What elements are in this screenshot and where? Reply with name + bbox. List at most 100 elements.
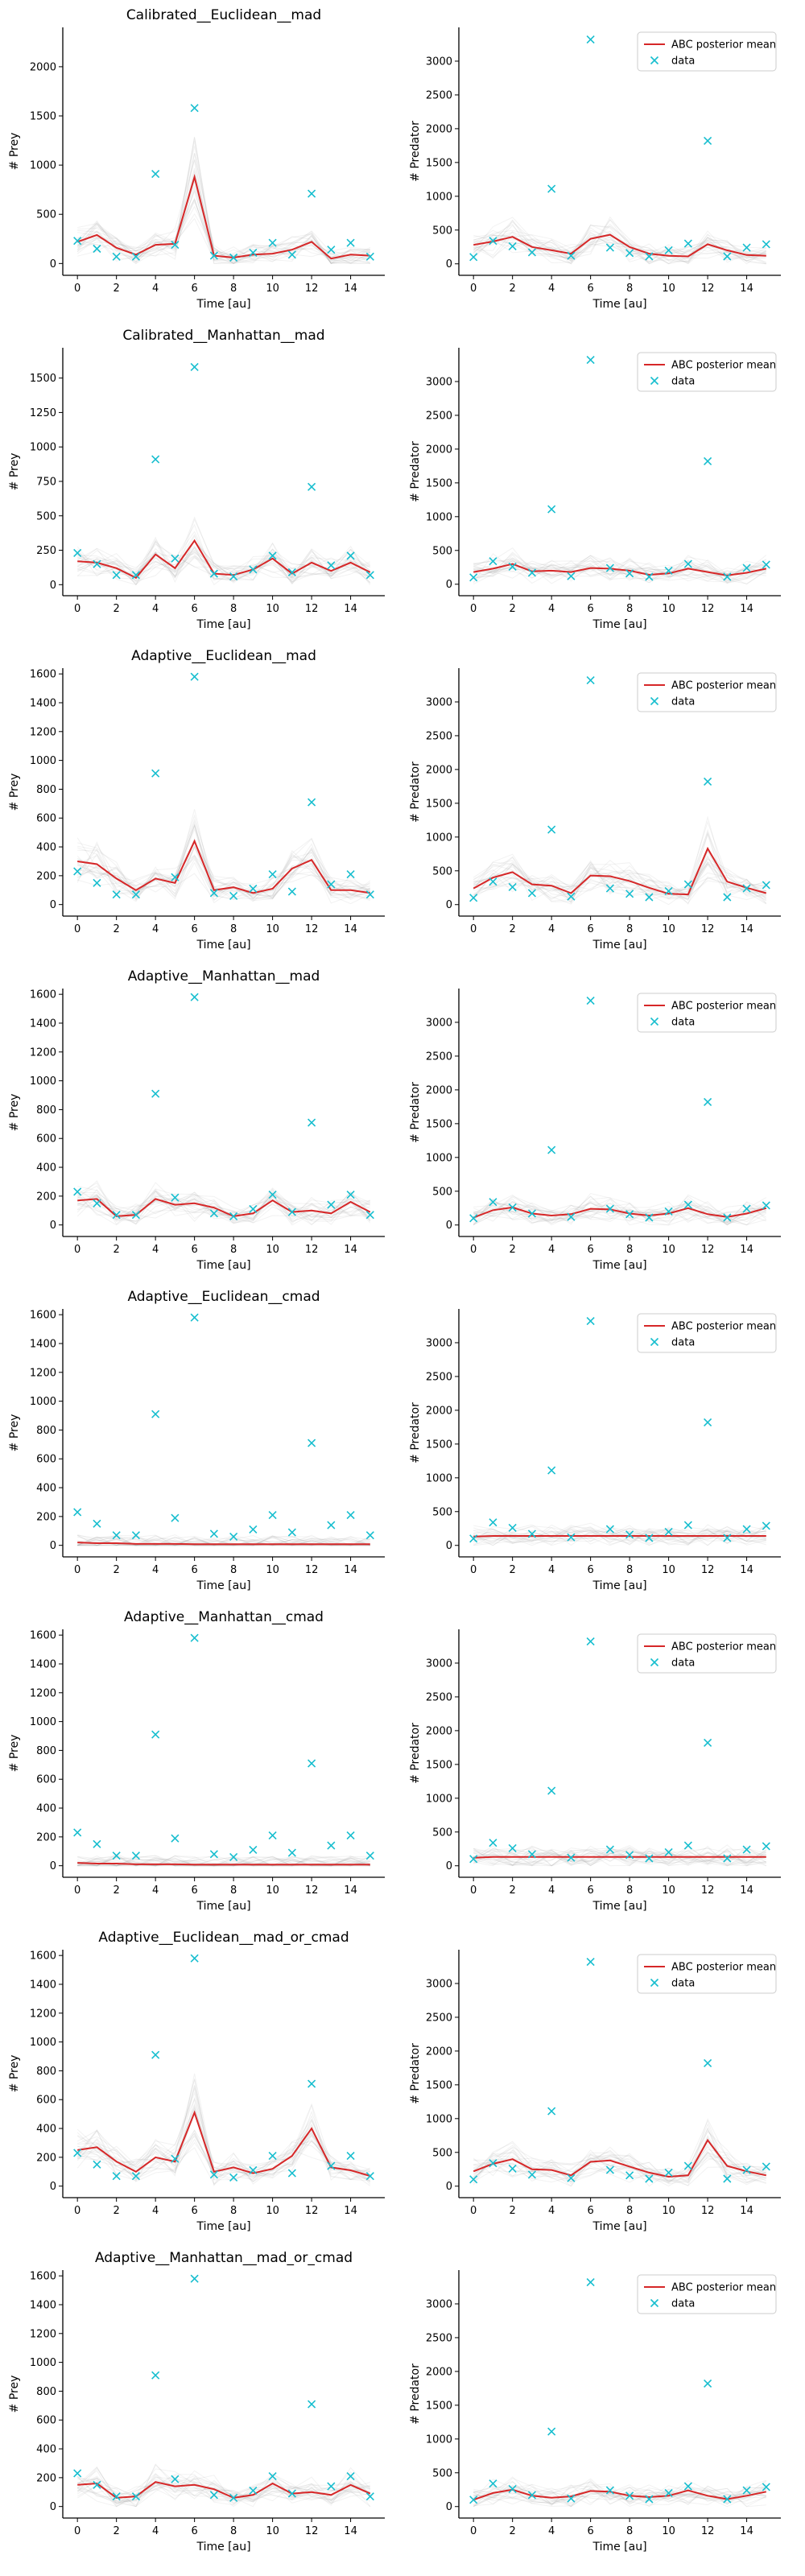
x-tick-label: 14 — [344, 603, 357, 615]
posterior-mean-point — [569, 571, 572, 574]
posterior-sample-line — [77, 1188, 371, 1223]
data-marker — [508, 242, 517, 250]
data-marker — [229, 253, 238, 262]
data-marker — [209, 1530, 218, 1538]
y-tick-label: 1500 — [426, 477, 452, 489]
posterior-mean-point — [95, 1862, 98, 1865]
y-tick-label: 200 — [36, 1831, 56, 1843]
posterior-sample-line — [76, 2470, 370, 2504]
x-tick-label: 8 — [626, 2205, 633, 2217]
posterior-mean-point — [647, 886, 650, 890]
x-tick-label: 8 — [626, 1244, 633, 1256]
y-tick-label: 800 — [36, 1425, 56, 1437]
posterior-sample-line — [473, 2484, 766, 2505]
posterior-sample-line — [473, 557, 766, 579]
chart-panel-3: 0 2 4 6 8 10 12 14 0 250 500 750 1000 1250 1500 Time [a… — [8, 328, 385, 631]
data-marker — [645, 572, 654, 581]
y-tick-label: 800 — [36, 1104, 56, 1117]
data-marker — [346, 1511, 355, 1520]
posterior-sample-line — [76, 152, 370, 264]
y-tick-label: 1000 — [30, 1075, 56, 1088]
x-tick-label: 6 — [191, 2205, 197, 2217]
x-axis-label: Time [au] — [196, 2220, 250, 2233]
x-tick-label: 8 — [230, 1885, 237, 1897]
posterior-sample-line — [77, 1535, 370, 1546]
data-marker — [346, 2152, 355, 2161]
data-marker — [567, 1533, 576, 1542]
data-marker — [547, 1786, 556, 1795]
data-marker — [527, 889, 536, 898]
posterior-sample-line — [76, 2471, 371, 2503]
posterior-sample-line — [77, 1534, 371, 1546]
x-axis-label: Time [au] — [196, 1900, 250, 1913]
data-marker — [586, 676, 595, 685]
posterior-sample-line — [473, 555, 767, 579]
posterior-sample-line — [473, 2149, 766, 2183]
data-marker — [73, 2149, 82, 2157]
posterior-sample-line — [473, 1849, 767, 1867]
x-tick-label: 4 — [152, 2205, 159, 2217]
posterior-mean-point — [765, 2174, 768, 2177]
x-tick-label: 0 — [74, 603, 80, 615]
y-tick-label: 1000 — [426, 511, 452, 523]
posterior-sample-line — [473, 2485, 767, 2507]
posterior-sample-line — [76, 2478, 371, 2508]
posterior-mean-point — [95, 1197, 98, 1200]
posterior-mean-point — [725, 249, 729, 252]
data-marker — [547, 1146, 556, 1154]
posterior-sample-line — [76, 2473, 371, 2508]
y-tick-label: 3000 — [426, 696, 452, 708]
x-tick-label: 14 — [740, 603, 753, 615]
posterior-sample-line — [77, 2109, 371, 2180]
posterior-mean-point — [95, 1542, 98, 1545]
posterior-sample-line — [76, 1195, 371, 1222]
data-marker — [190, 1313, 199, 1322]
data-marker — [73, 1828, 82, 1837]
posterior-sample-line — [473, 230, 766, 261]
posterior-sample-line — [76, 2463, 370, 2508]
posterior-sample-line — [77, 1534, 370, 1546]
legend-data-swatch — [650, 1337, 659, 1347]
posterior-sample-line — [77, 205, 370, 264]
y-tick-label: 1500 — [30, 111, 56, 123]
posterior-sample-line — [77, 2474, 370, 2506]
y-tick-label: 0 — [446, 579, 452, 591]
chart-panel-11: 0 2 4 6 8 10 12 14 0 200 400 600 800 1000 1200 1400 1600… — [8, 1609, 385, 1913]
data-marker — [762, 560, 770, 569]
data-marker — [527, 248, 536, 257]
data-marker — [171, 873, 180, 881]
chart-panel-8: 0 2 4 6 8 10 12 14 0 500 1000 1500 2000 2500 3000 Time … — [409, 989, 781, 1272]
x-tick-label: 0 — [74, 283, 80, 295]
posterior-mean-point — [725, 880, 729, 883]
x-tick-label: 6 — [191, 2525, 197, 2537]
posterior-samples — [76, 809, 371, 905]
posterior-samples — [473, 1844, 767, 1867]
y-axis-label: # Prey — [8, 2376, 21, 2413]
data-marker — [171, 1834, 180, 1843]
data-marker — [704, 136, 712, 146]
x-tick-label: 4 — [548, 2205, 555, 2217]
x-tick-label: 8 — [230, 1564, 237, 1576]
data-marker — [73, 2469, 82, 2478]
data-marker — [723, 252, 732, 261]
posterior-sample-line — [76, 2103, 371, 2182]
data-marker — [625, 2491, 634, 2500]
data-marker — [527, 1530, 536, 1538]
posterior-mean-point — [310, 561, 313, 564]
posterior-sample-line — [473, 2146, 766, 2182]
y-tick-label: 2000 — [426, 2366, 452, 2378]
data-marker — [683, 2161, 692, 2170]
posterior-sample-line — [77, 818, 370, 897]
y-tick-label: 1500 — [426, 1759, 452, 1771]
posterior-sample-line — [473, 551, 766, 584]
data-marker — [742, 1525, 751, 1534]
posterior-sample-line — [473, 229, 766, 265]
posterior-sample-line — [473, 224, 766, 263]
x-tick-label: 4 — [152, 603, 159, 615]
data-marker — [527, 2170, 536, 2179]
legend-data-swatch — [650, 2298, 659, 2308]
data-marker — [547, 1466, 556, 1475]
data-marker — [586, 35, 595, 44]
y-tick-label: 2500 — [426, 410, 452, 422]
posterior-mean-point — [291, 248, 294, 251]
